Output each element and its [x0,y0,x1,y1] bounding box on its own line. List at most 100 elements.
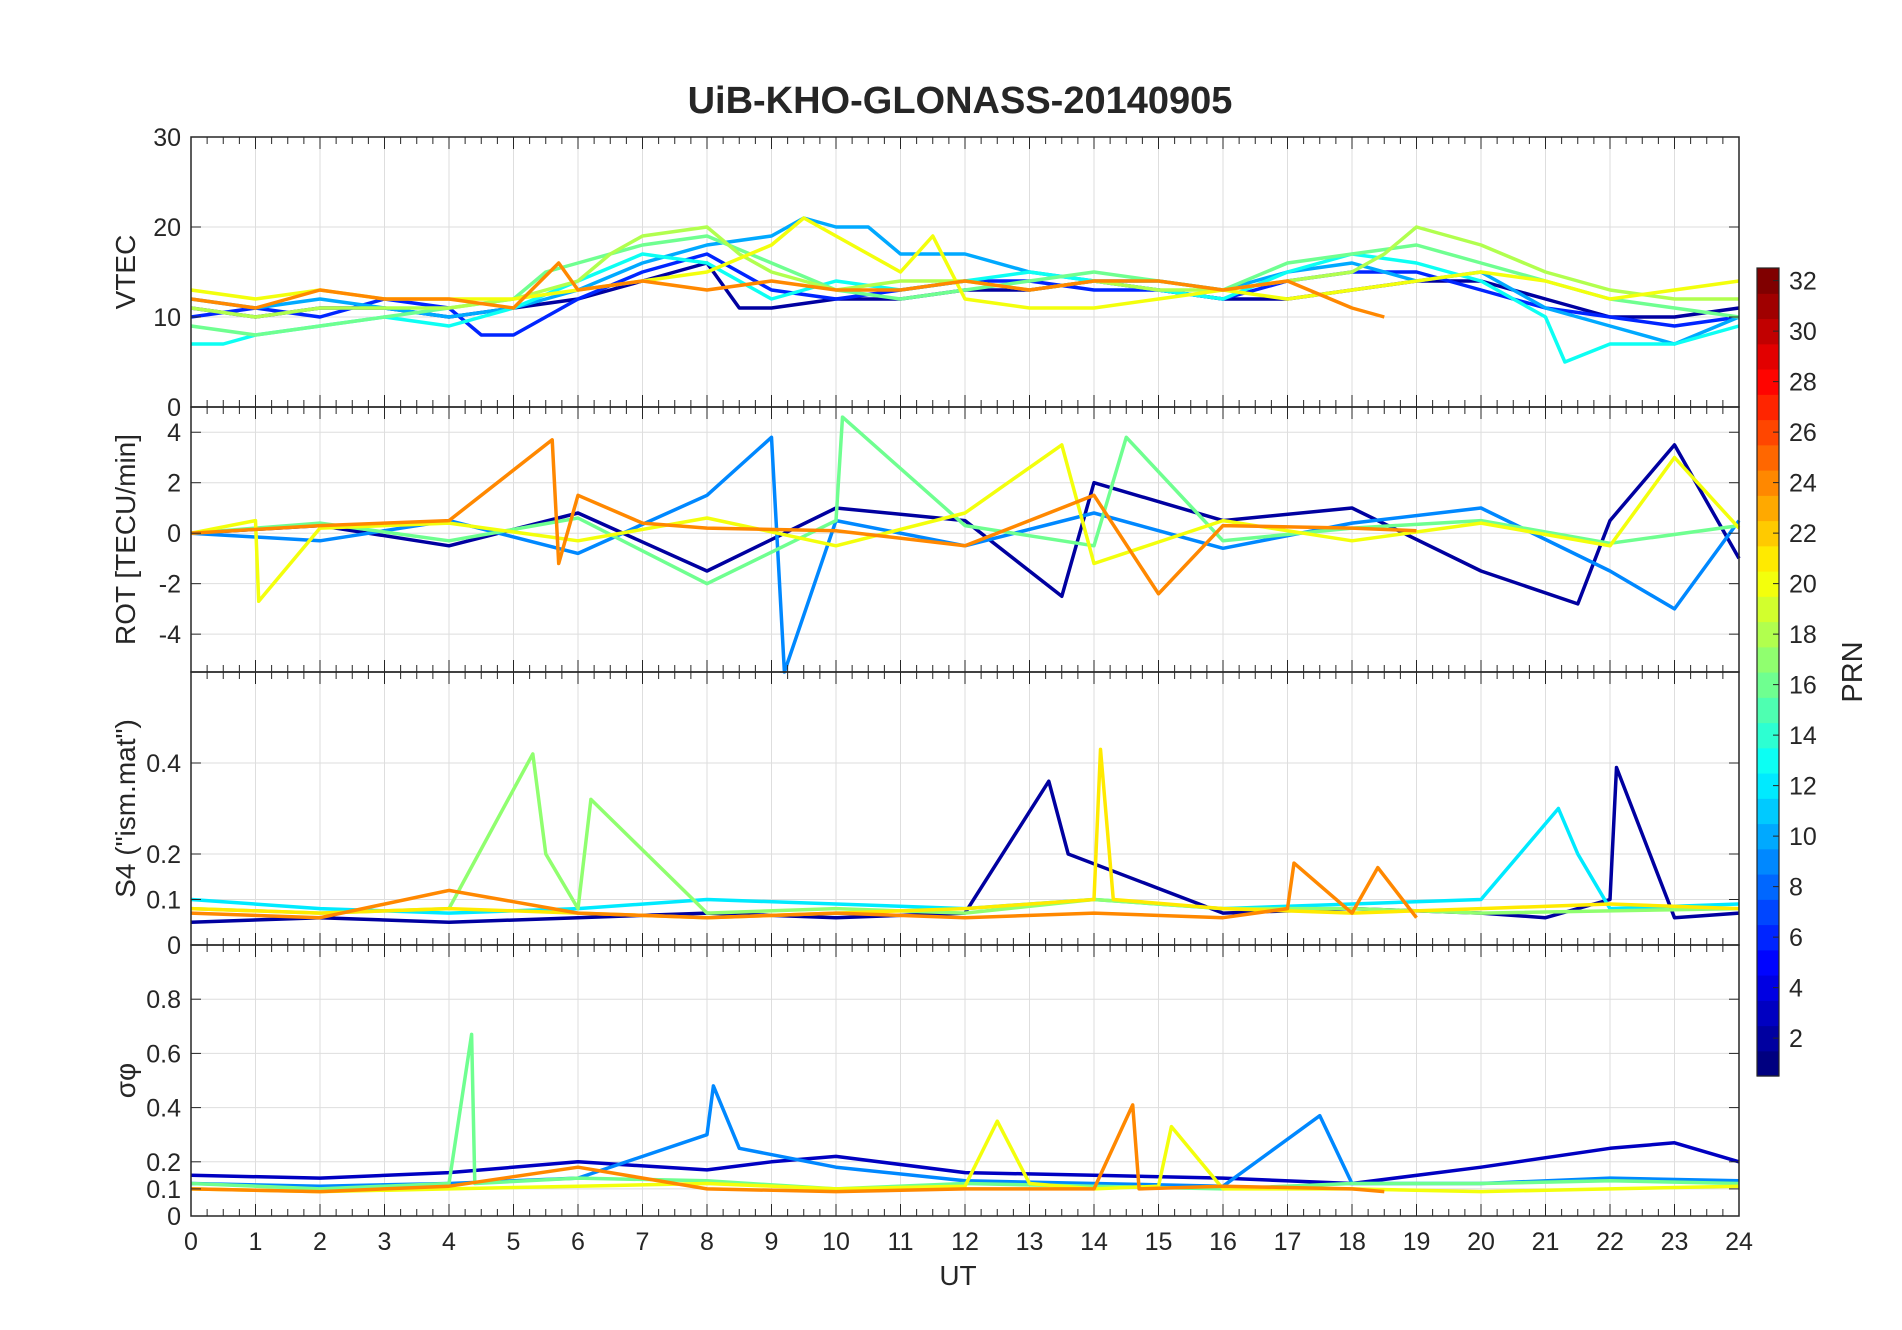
series-line-prn-20 [190,1119,1740,1194]
colorbar-tick-label: 26 [1789,419,1817,447]
x-tick-label: 9 [765,1228,779,1256]
colorbar-segment [1757,495,1779,522]
x-tick-label: 14 [1080,1228,1108,1256]
colorbar-segment [1757,293,1779,320]
subplot-s4: 0 0.1 0.2 0.4S4 ("ism.mat") [110,671,1740,960]
x-tick-label: 19 [1403,1228,1431,1256]
x-tick-label: 6 [571,1228,585,1256]
y-tick-label: 0.4 [146,750,181,778]
x-axis-label: UT [939,1260,976,1291]
y-tick-label: 0.2 [146,841,181,869]
x-tick-label: 1 [249,1228,263,1256]
colorbar-segment [1757,1050,1779,1077]
colorbar-tick-label: 32 [1789,268,1817,296]
colorbar-segment [1757,646,1779,673]
y-tick-label: 0 [167,1203,181,1231]
x-tick-label: 17 [1274,1228,1302,1256]
y-tick-label: 4 [167,419,181,447]
colorbar-segment [1757,444,1779,471]
colorbar-segment [1757,848,1779,875]
y-tick-label: 0 [167,520,181,548]
x-tick-label: 2 [313,1228,327,1256]
series-line-prn-2 [190,765,1740,925]
x-tick-label: 0 [184,1228,198,1256]
colorbar-segment [1757,773,1779,799]
colorbar-segment [1757,470,1779,496]
x-tick-label: 11 [888,1228,914,1256]
colorbar-segment [1757,419,1779,446]
colorbar-segment [1757,924,1779,951]
colorbar-tick-label: 12 [1789,773,1817,801]
series-line-prn-9 [190,435,1741,674]
colorbar-segment [1757,823,1779,850]
colorbar-tick-label: 24 [1789,470,1817,498]
y-axis-label: VTEC [110,235,141,310]
x-tick-label: 15 [1145,1228,1173,1256]
y-tick-label: 0.6 [146,1040,181,1068]
y-tick-label: 0 [167,394,181,422]
colorbar-segment [1757,596,1779,623]
colorbar-segment [1757,394,1779,421]
series-line-prn-24 [190,1103,1385,1194]
x-tick-label: 10 [822,1228,850,1256]
colorbar-segment [1757,672,1779,698]
x-tick-label: 12 [951,1228,979,1256]
colorbar-tick-label: 20 [1789,571,1817,599]
colorbar-segment [1757,621,1779,648]
colorbar-segment [1757,697,1779,724]
x-tick-label: 16 [1209,1228,1237,1256]
y-tick-label: 30 [153,124,181,152]
x-tick-label: 5 [507,1228,521,1256]
colorbar-segment [1757,343,1779,370]
colorbar-tick-label: 14 [1789,722,1817,750]
series-line-prn-3 [190,1141,1740,1186]
x-tick-label: 8 [700,1228,714,1256]
colorbar-tick-label: 4 [1789,975,1803,1003]
colorbar-segment [1757,1000,1779,1027]
colorbar-tick-label: 30 [1789,318,1817,346]
colorbar-tick-label: 22 [1789,520,1817,548]
colorbar-segment [1757,545,1779,572]
colorbar-segment [1757,798,1779,825]
series-line-prn-24 [190,438,1417,596]
y-tick-label: 10 [153,304,181,332]
colorbar-segment [1757,975,1779,1001]
colorbar-segment [1757,722,1779,749]
figure-title: UiB-KHO-GLONASS-20140905 [688,80,1233,122]
series-line-prn-20 [190,443,1741,604]
y-tick-label: 20 [153,214,181,242]
x-tick-label: 7 [636,1228,650,1256]
colorbar-tick-label: 6 [1789,924,1803,952]
colorbar-segment [1757,318,1779,345]
x-tick-label: 23 [1661,1228,1689,1256]
colorbar-segment [1757,899,1779,926]
x-tick-label: 3 [378,1228,392,1256]
x-tick-label: 18 [1338,1228,1366,1256]
colorbar-tick-label: 2 [1789,1025,1803,1053]
y-axis-label: ROT [TECU/min] [110,434,141,645]
colorbar-segment [1757,949,1779,976]
y-tick-label: 2 [167,470,181,498]
y-tick-label: 0.2 [146,1149,181,1177]
y-tick-label: 0.8 [146,986,181,1014]
colorbar-segment [1757,747,1779,774]
y-tick-label: 0.4 [146,1095,181,1123]
colorbar-segment [1757,874,1779,900]
series-line-prn-16 [190,415,1740,586]
y-axis-label: σφ [110,1063,141,1098]
x-tick-label: 21 [1532,1228,1560,1256]
y-tick-label: 0 [167,932,181,960]
y-axis-label: S4 ("ism.mat") [110,719,141,898]
colorbar-segment [1757,571,1779,597]
colorbar-frame [1756,267,1780,1077]
subplot-vtec: 0 10 20 30 VTEC [110,124,1740,422]
series-line-prn-17 [190,752,1740,915]
y-tick-label: 0.1 [146,1176,181,1204]
x-tick-label: 24 [1725,1228,1753,1256]
colorbar-segment [1757,520,1779,547]
colorbar-tick-label: 8 [1789,874,1803,902]
